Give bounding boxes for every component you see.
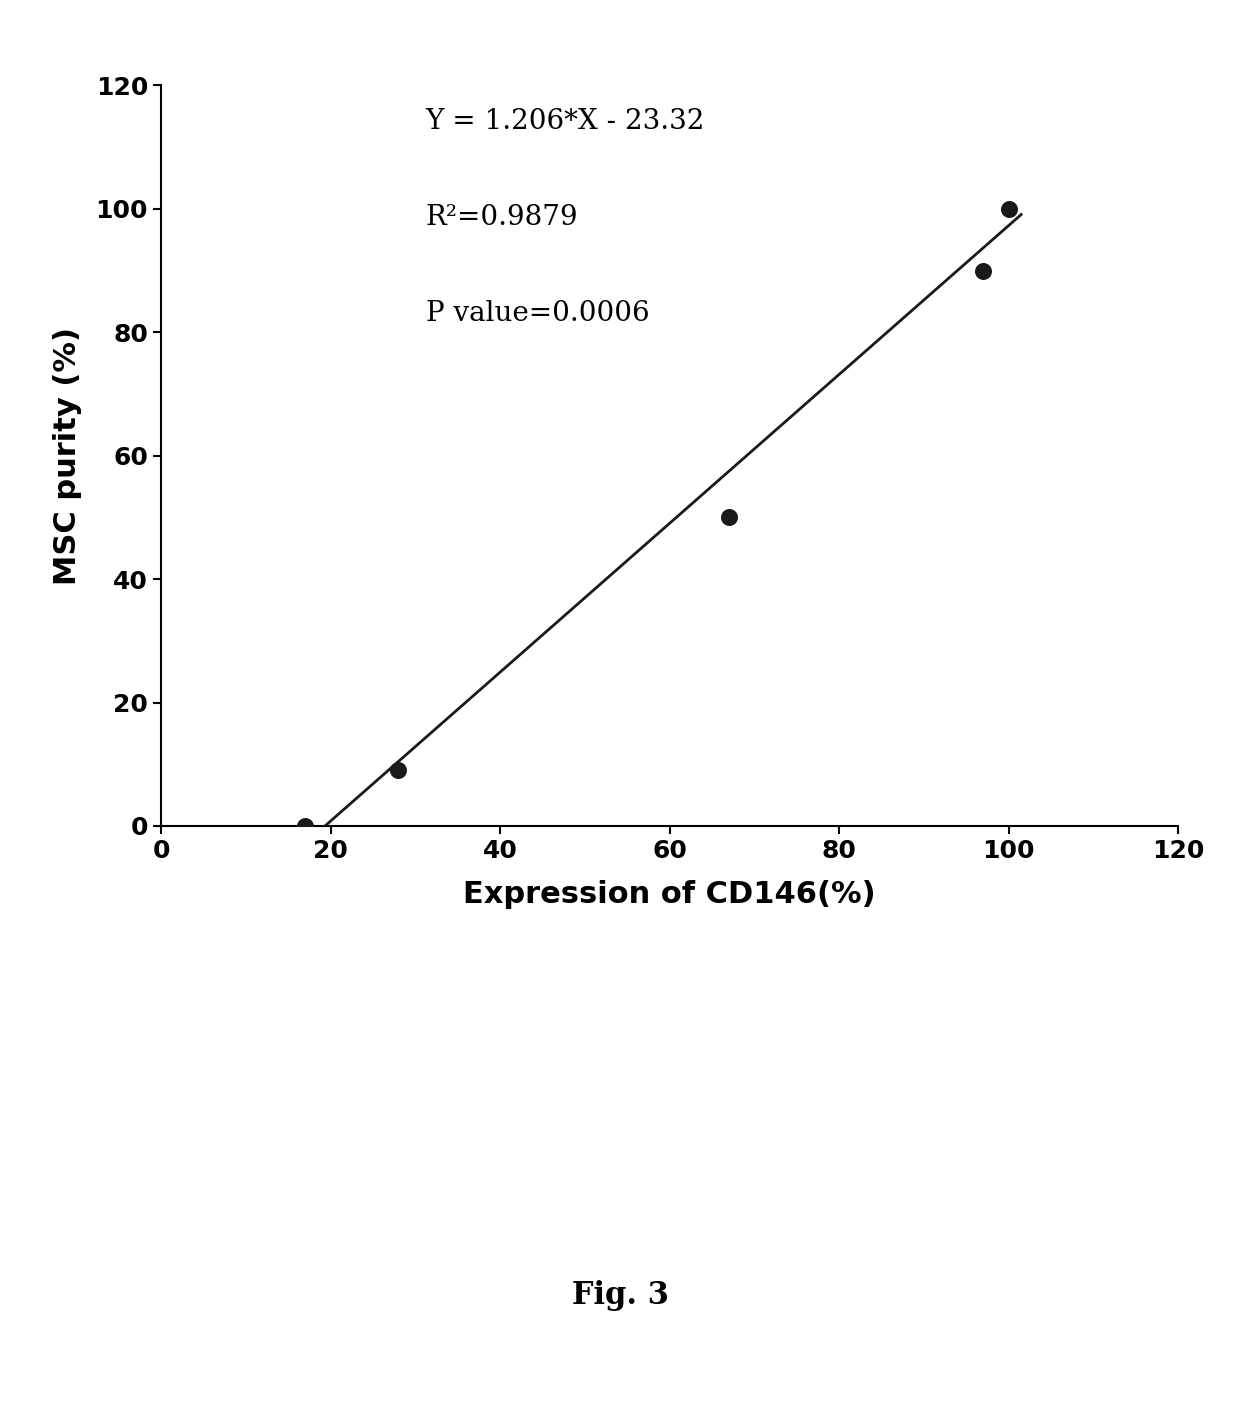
Text: Fig. 3: Fig. 3 [572, 1280, 668, 1312]
Text: R²=0.9879: R²=0.9879 [425, 204, 578, 231]
Point [998, 198, 1018, 221]
Y-axis label: MSC purity (%): MSC purity (%) [52, 326, 82, 585]
Point [719, 506, 739, 528]
Point [295, 815, 315, 837]
X-axis label: Expression of CD146(%): Expression of CD146(%) [464, 880, 875, 909]
Text: Y = 1.206*X - 23.32: Y = 1.206*X - 23.32 [425, 108, 706, 135]
Point [973, 259, 993, 282]
Text: P value=0.0006: P value=0.0006 [425, 300, 650, 328]
Point [388, 759, 408, 782]
